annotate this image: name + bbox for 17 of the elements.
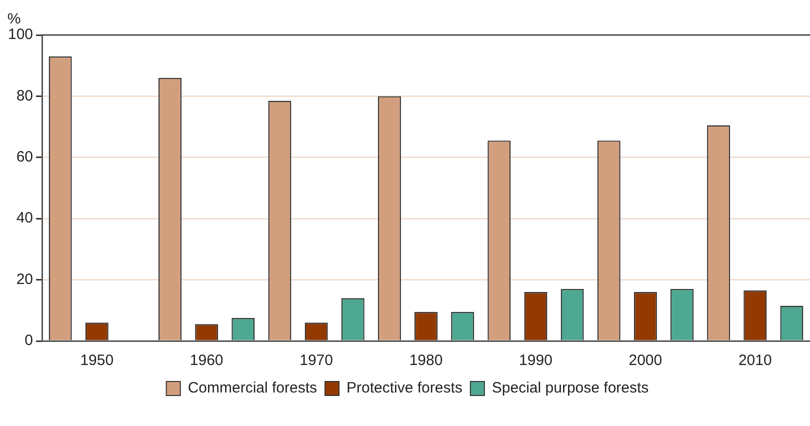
y-axis-title: %	[7, 10, 21, 28]
y-tick-label: 80	[16, 87, 34, 104]
x-tick-label: 2000	[628, 352, 662, 370]
y-tick-label: 60	[16, 148, 34, 166]
legend-label: Protective forests	[346, 380, 462, 397]
y-tick-label: 40	[16, 210, 34, 227]
x-tick-label: 2010	[738, 352, 772, 370]
x-tick-label: 1980	[409, 352, 443, 370]
legend-label: Commercial forests	[188, 380, 318, 397]
legend-label: Special purpose forests	[492, 380, 649, 397]
x-tick-label: 1970	[300, 352, 333, 370]
y-tick-label: 20	[16, 270, 34, 288]
x-tick-label: 1950	[80, 352, 114, 370]
x-tick-label: 1990	[519, 352, 552, 370]
x-tick-label: 1960	[190, 352, 224, 370]
y-tick-label: 100	[8, 26, 34, 44]
y-tick-label: 0	[24, 332, 34, 350]
